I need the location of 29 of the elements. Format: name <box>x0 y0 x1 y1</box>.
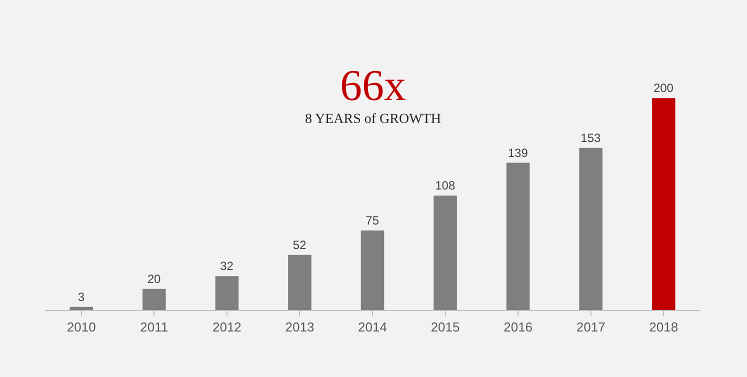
bar <box>70 306 94 310</box>
data-label: 139 <box>508 146 528 160</box>
data-label: 3 <box>78 290 85 304</box>
bar <box>288 254 312 310</box>
data-label: 32 <box>220 259 234 274</box>
x-tick-label: 2012 <box>212 320 242 335</box>
bar <box>506 162 530 310</box>
bar <box>142 288 166 310</box>
x-tick-label: 2017 <box>576 320 606 335</box>
x-tick-label: 2014 <box>358 320 387 335</box>
text: 8 YEARS of GROWTH <box>305 112 441 127</box>
x-tick-label: 2015 <box>430 320 460 335</box>
data-label: 108 <box>435 178 456 193</box>
x-tick-label: 2010 <box>66 320 96 335</box>
chart-title: 66x <box>340 61 406 110</box>
data-label: 52 <box>292 238 307 252</box>
x-tick-label: 2018 <box>649 320 678 335</box>
data-label: 75 <box>366 214 380 228</box>
bar <box>652 98 676 310</box>
data-label: 200 <box>653 81 674 96</box>
x-tick-label: 2011 <box>140 320 168 335</box>
bar <box>215 276 239 310</box>
x-tick-label: 2016 <box>504 320 533 335</box>
data-label: 153 <box>580 130 602 145</box>
bar <box>579 148 602 310</box>
bar <box>360 230 384 310</box>
x-tick-label: 2013 <box>285 320 314 335</box>
data-label: 20 <box>147 272 161 286</box>
bar <box>434 196 457 310</box>
